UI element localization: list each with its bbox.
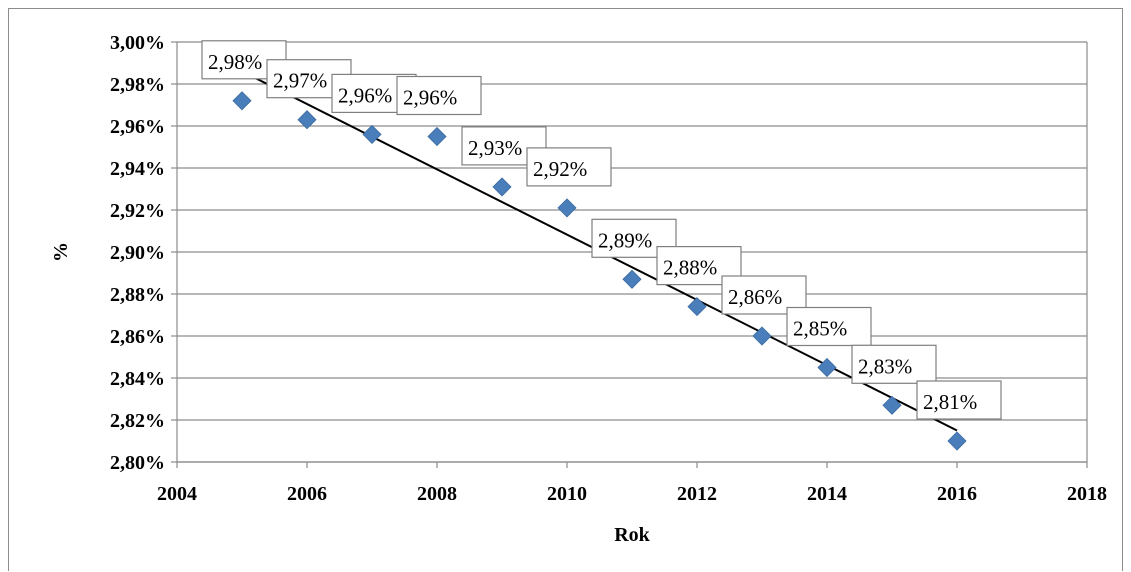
y-tick-label: 2,90% [110,242,165,264]
x-axis-title: Rok [614,524,650,546]
chart-area: 2,80% 2,82% 2,84% 2,86% 2,88% 2,90% 2,92% 2,94%… [8,8,1123,571]
data-label-box [396,75,482,116]
data-label: 2,83% [858,354,912,378]
y-tick-label: 2,94% [110,158,165,180]
y-tick-label: 2,96% [110,116,165,138]
data-label: 2,97% [273,69,327,93]
data-label-box [786,306,872,347]
y-tick-label: 2,88% [110,284,165,306]
x-tick-label: 2008 [417,483,457,505]
data-label: 2,81% [923,390,977,414]
data-label: 2,86% [728,285,782,309]
data-label-box [851,344,937,384]
x-tick-label: 2014 [807,483,847,505]
data-point [882,395,902,415]
data-point [687,297,707,317]
data-point [622,269,642,289]
data-label: 2,89% [598,228,652,252]
x-tick-label: 2006 [287,483,327,505]
data-point [492,177,512,197]
data-label: 2,98% [208,50,262,74]
data-label: 2,96% [403,86,457,110]
y-tick-label: 3,00% [110,32,165,54]
y-tick-label: 2,86% [110,326,165,348]
data-point [427,126,447,147]
y-tick-label: 2,98% [110,74,165,96]
data-point [232,91,252,111]
data-label-box [526,147,612,187]
data-label: 2,85% [793,317,847,341]
x-tick-label: 2004 [157,483,197,505]
data-point [817,357,837,378]
data-points [232,91,967,451]
axes: 2,80% 2,82% 2,84% 2,86% 2,88% 2,90% 2,92% 2,94%… [110,32,1107,505]
y-tick-label: 2,92% [110,200,165,222]
data-label: 2,93% [468,136,522,160]
data-point [362,124,382,144]
data-point [947,431,967,451]
x-tick-label: 2012 [677,483,717,505]
x-tick-label: 2016 [937,483,977,505]
data-point [752,326,772,346]
scatter-chart: 2,80% 2,82% 2,84% 2,86% 2,88% 2,90% 2,92% 2,94%… [50,32,1107,546]
y-tick-label: 2,80% [110,452,165,474]
data-point [297,110,317,130]
x-tick-label: 2010 [547,483,587,505]
y-tick-label: 2,82% [110,410,165,432]
data-label: 2,88% [663,256,717,280]
data-label-box [916,380,1002,420]
data-label: 2,92% [533,157,587,181]
data-point [557,198,577,218]
data-labels: 2,98% 2,97% 2,96% 2,96% 2,93% 2,92% 2,89% 2,88%… [201,40,1002,420]
y-axis-title: % [50,242,72,262]
x-tick-label: 2018 [1067,483,1107,505]
data-label: 2,96% [338,83,392,107]
y-tick-label: 2,84% [110,368,165,390]
